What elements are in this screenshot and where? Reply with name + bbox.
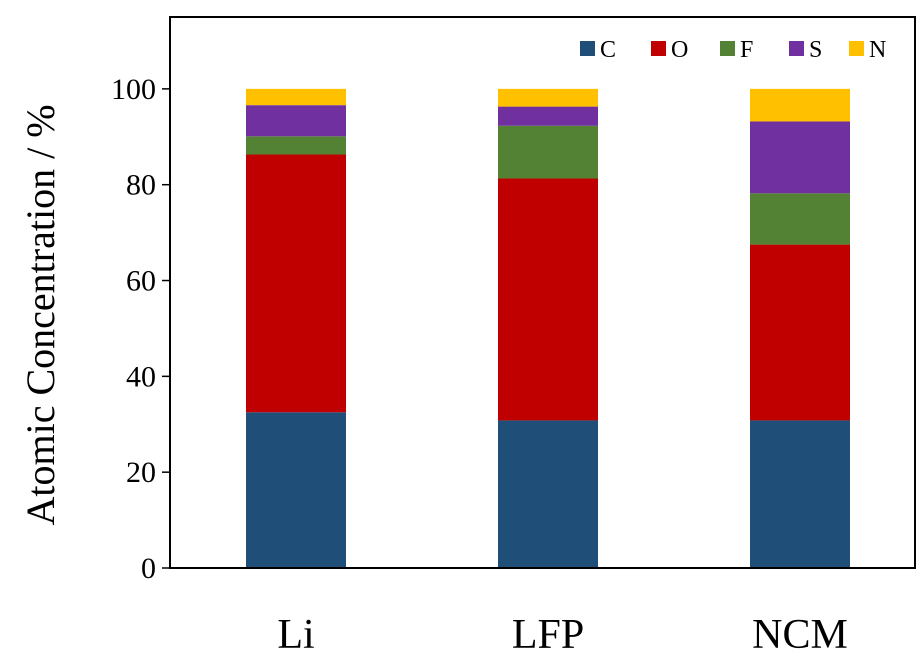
y-tick-label: 100 xyxy=(111,73,156,106)
bar-segment-li-s xyxy=(246,105,346,137)
legend-item-f: F xyxy=(720,37,753,63)
legend-swatch xyxy=(720,41,735,56)
y-tick-label: 0 xyxy=(141,552,156,585)
bar-segment-ncm-o xyxy=(750,244,850,421)
bar-segment-li-c xyxy=(246,412,346,568)
bar-segment-li-f xyxy=(246,136,346,155)
plot-area: 0 20 40 60 80 100 Li LFP NCM xyxy=(111,16,916,655)
legend-label: N xyxy=(869,37,886,63)
bar-segment-lfp-n xyxy=(498,88,598,107)
y-axis-title: Atomic Concentration / % xyxy=(18,104,63,525)
legend-swatch xyxy=(789,41,804,56)
plot-frame xyxy=(169,16,916,569)
legend-label: O xyxy=(671,37,688,63)
legend-item-n: N xyxy=(849,37,886,63)
legend-swatch xyxy=(849,41,864,56)
legend-swatch xyxy=(580,41,595,56)
x-category-label: LFP xyxy=(512,612,584,655)
legend-label: S xyxy=(809,37,822,63)
legend-label: F xyxy=(740,37,753,63)
bar-segment-ncm-f xyxy=(750,193,850,245)
bar-segment-lfp-s xyxy=(498,106,598,126)
y-tick-label: 80 xyxy=(126,169,156,202)
legend-label: C xyxy=(600,37,616,63)
y-tick-label: 20 xyxy=(126,456,156,489)
bar-segment-lfp-c xyxy=(498,420,598,568)
legend-item-c: C xyxy=(580,37,616,63)
x-category-label: Li xyxy=(277,612,314,655)
y-tick-label: 40 xyxy=(126,360,156,393)
bar-segment-ncm-s xyxy=(750,121,850,194)
x-category-label: NCM xyxy=(752,612,848,655)
bar-segment-li-o xyxy=(246,154,346,413)
legend-swatch xyxy=(651,41,666,56)
y-tick-label: 60 xyxy=(126,265,156,298)
legend-item-s: S xyxy=(789,37,822,63)
bar-segment-ncm-c xyxy=(750,420,850,568)
bar-segment-li-n xyxy=(246,88,346,106)
bar-segment-ncm-n xyxy=(750,88,850,122)
bar-segment-lfp-o xyxy=(498,178,598,421)
legend-item-o: O xyxy=(651,37,688,63)
bar-segment-lfp-f xyxy=(498,125,598,179)
